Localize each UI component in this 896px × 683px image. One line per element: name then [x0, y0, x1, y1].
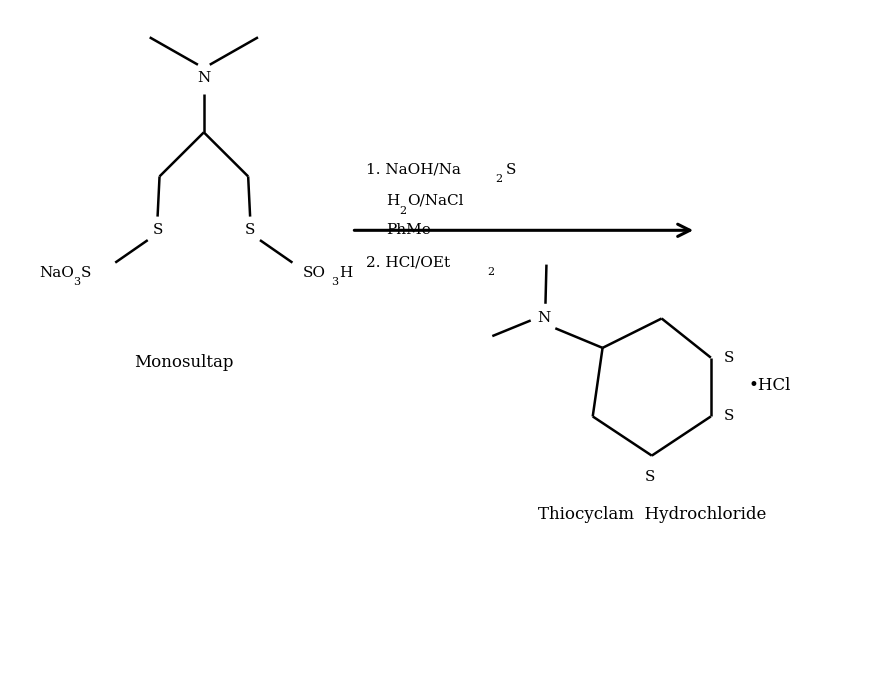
Text: S: S [245, 223, 255, 237]
Text: 3: 3 [73, 277, 81, 288]
Text: S: S [644, 470, 655, 484]
Text: 2: 2 [487, 268, 495, 277]
Text: N: N [537, 311, 550, 326]
Text: PhMe: PhMe [386, 223, 431, 237]
Text: O/NaCl: O/NaCl [407, 194, 463, 208]
Text: Monosultap: Monosultap [134, 354, 234, 371]
Text: 3: 3 [332, 277, 339, 288]
Text: 2: 2 [400, 206, 407, 216]
Text: 2. HCl/OEt: 2. HCl/OEt [366, 255, 451, 270]
Text: H: H [339, 266, 352, 281]
Text: 1. NaOH/Na: 1. NaOH/Na [366, 163, 461, 177]
Text: S: S [723, 350, 734, 365]
Text: S: S [81, 266, 91, 281]
Text: S: S [723, 409, 734, 423]
Text: N: N [197, 72, 211, 85]
Text: SO: SO [302, 266, 325, 281]
Text: S: S [506, 163, 516, 177]
Text: H: H [386, 194, 400, 208]
Text: S: S [152, 223, 163, 237]
Text: Thiocyclam  Hydrochloride: Thiocyclam Hydrochloride [538, 506, 766, 523]
Text: •HCl: •HCl [749, 376, 791, 393]
Text: NaO: NaO [39, 266, 74, 281]
Text: 2: 2 [495, 174, 503, 184]
